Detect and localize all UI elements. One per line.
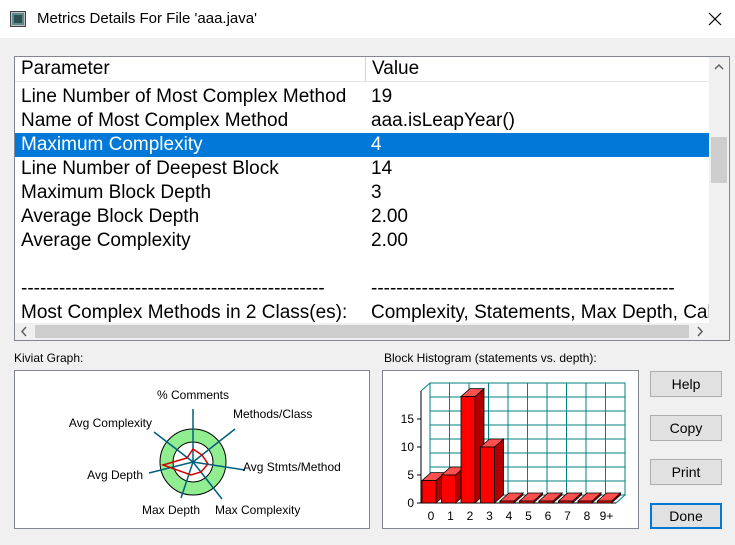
- close-icon[interactable]: [697, 4, 733, 34]
- table-row[interactable]: Average Complexity 2.00: [15, 229, 709, 253]
- param-cell: Average Complexity: [21, 230, 191, 251]
- value-cell: [371, 253, 709, 277]
- value-cell: 4: [371, 134, 382, 155]
- param-cell: Line Number of Deepest Block: [21, 158, 279, 179]
- param-cell: Average Block Depth: [21, 206, 200, 227]
- value-cell: aaa.isLeapYear(): [371, 110, 516, 131]
- kiviat-axis-label: Max Depth: [142, 503, 200, 517]
- param-cell: Name of Most Complex Method: [21, 110, 289, 131]
- table-header: Parameter Value: [15, 57, 709, 82]
- histogram-x-tick-label: 4: [506, 509, 513, 523]
- param-cell: Maximum Complexity: [21, 134, 203, 155]
- kiviat-axis-label: % Comments: [157, 388, 229, 402]
- value-cell: Complexity, Statements, Max Depth, Calls: [371, 302, 709, 323]
- copy-button[interactable]: Copy: [650, 415, 722, 441]
- histogram-bar: [519, 500, 534, 504]
- histogram-bar: [538, 500, 554, 504]
- table-row[interactable]: Average Block Depth 2.00: [15, 205, 709, 229]
- kiviat-graph: % Comments Methods/Class Avg Stmts/Metho…: [69, 388, 341, 517]
- print-button[interactable]: Print: [650, 459, 722, 485]
- histogram-panel: 0 5 10 15 0 1 2 3 4 5 6 7 8 9+: [382, 370, 639, 529]
- histogram-x-tick-label: 1: [447, 509, 454, 523]
- histogram-y-tick-label: 5: [407, 468, 414, 482]
- table-row-selected[interactable]: Maximum Complexity 4: [15, 133, 709, 157]
- window-title: Metrics Details For File 'aaa.java': [37, 10, 257, 27]
- column-divider[interactable]: [365, 57, 366, 81]
- param-cell: Most Complex Methods in 2 Class(es):: [21, 302, 348, 323]
- param-cell: Maximum Block Depth: [21, 182, 212, 203]
- vertical-scrollbar[interactable]: [709, 57, 729, 323]
- kiviat-graph-panel: % Comments Methods/Class Avg Stmts/Metho…: [14, 370, 370, 529]
- histogram-x-tick-label: 9+: [600, 509, 614, 523]
- table-row[interactable]: Line Number of Most Complex Method 19: [15, 85, 709, 109]
- table-row[interactable]: Most Complex Methods in 2 Class(es): Com…: [15, 301, 709, 325]
- kiviat-axis-label: Avg Stmts/Method: [243, 460, 341, 474]
- kiviat-label: Kiviat Graph:: [14, 351, 84, 365]
- scroll-right-arrow-icon[interactable]: [697, 326, 704, 337]
- param-cell: ----------------------------------------…: [21, 278, 325, 299]
- title-bar: Metrics Details For File 'aaa.java': [0, 0, 735, 38]
- value-cell: 3: [371, 182, 382, 203]
- horizontal-scrollbar[interactable]: [15, 323, 709, 340]
- scroll-up-arrow-icon[interactable]: [714, 63, 724, 70]
- histogram-label: Block Histogram (statements vs. depth):: [384, 351, 597, 365]
- kiviat-axis-label: Methods/Class: [233, 407, 312, 421]
- histogram-bar: [558, 500, 573, 504]
- histogram-bar-side: [494, 438, 504, 504]
- histogram-bar: [597, 500, 612, 504]
- table-row[interactable]: Maximum Block Depth 3: [15, 181, 709, 205]
- histogram-x-tick-label: 5: [525, 509, 532, 523]
- scroll-left-arrow-icon[interactable]: [20, 326, 27, 337]
- app-icon: [10, 11, 26, 27]
- histogram-y-axis-depth: [420, 382, 431, 392]
- column-header-parameter[interactable]: Parameter: [21, 58, 110, 79]
- horizontal-scroll-thumb[interactable]: [35, 325, 689, 338]
- histogram-x-tick-label: 6: [545, 509, 552, 523]
- histogram-y-tick-label: 0: [407, 496, 414, 510]
- kiviat-axis-label: Max Complexity: [215, 503, 300, 517]
- histogram-y-tick-label: 10: [401, 440, 415, 454]
- histogram-bar: [480, 446, 495, 504]
- column-header-value[interactable]: Value: [372, 58, 420, 79]
- value-cell: 2.00: [371, 206, 408, 227]
- histogram-bar: [441, 474, 456, 504]
- table-row[interactable]: ----------------------------------------…: [15, 277, 709, 301]
- histogram-x-tick-label: 0: [428, 509, 435, 523]
- histogram-x-tick-label: 7: [564, 509, 571, 523]
- histogram-bar: [577, 500, 593, 504]
- done-button[interactable]: Done: [650, 503, 722, 529]
- table-row[interactable]: Name of Most Complex Method aaa.isLeapYe…: [15, 109, 709, 133]
- histogram-bar: [499, 500, 515, 504]
- param-cell: Line Number of Most Complex Method: [21, 86, 347, 107]
- scrollbar-corner: [709, 323, 729, 340]
- histogram-bar: [460, 396, 476, 504]
- histogram-x-tick-label: 3: [486, 509, 493, 523]
- kiviat-axis-label: Avg Depth: [87, 468, 143, 482]
- value-cell: 19: [371, 86, 393, 107]
- kiviat-axis-label: Avg Complexity: [69, 416, 152, 430]
- histogram-bar: [421, 480, 437, 504]
- value-cell: 2.00: [371, 230, 408, 251]
- histogram-x-tick-label: 2: [467, 509, 474, 523]
- histogram-x-tick-label: 8: [584, 509, 591, 523]
- histogram-y-tick-label: 15: [401, 412, 415, 426]
- value-cell: 14: [371, 158, 393, 179]
- vertical-scroll-thumb[interactable]: [711, 137, 727, 183]
- param-cell: [21, 253, 361, 277]
- table-row[interactable]: [15, 253, 709, 277]
- table-row[interactable]: Line Number of Deepest Block 14: [15, 157, 709, 181]
- help-button[interactable]: Help: [650, 371, 722, 397]
- metrics-table[interactable]: Parameter Value Line Number of Most Comp…: [14, 56, 730, 341]
- value-cell: ----------------------------------------…: [371, 278, 675, 299]
